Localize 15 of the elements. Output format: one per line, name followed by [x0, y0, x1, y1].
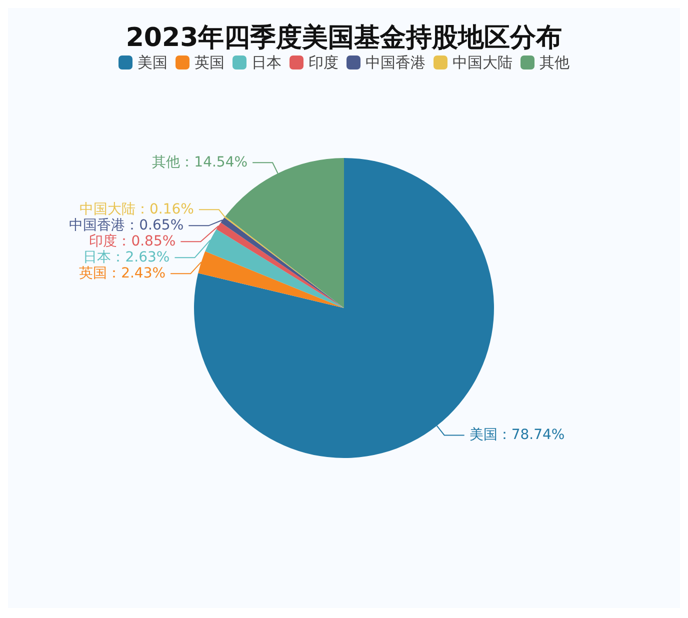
data-label: 英国：2.43% — [79, 266, 166, 282]
legend-label: 日本 — [252, 54, 282, 72]
data-label: 其他：14.54% — [152, 154, 248, 171]
legend-label: 中国大陆 — [452, 54, 512, 72]
data-label: 美国：78.74% — [469, 427, 565, 444]
legend-label: 美国 — [138, 54, 168, 72]
legend-label: 其他 — [540, 54, 570, 72]
data-label: 中国香港：0.65% — [69, 218, 184, 234]
chart-title: 2023年四季度美国基金持股地区分布 — [126, 23, 562, 53]
legend-label: 印度 — [308, 54, 338, 72]
data-label: 中国大陆：0.16% — [79, 202, 194, 218]
legend-label: 英国 — [194, 54, 224, 72]
data-label: 日本：2.63% — [83, 250, 170, 266]
data-label: 印度：0.85% — [89, 234, 176, 250]
legend-label: 中国香港 — [366, 54, 426, 72]
